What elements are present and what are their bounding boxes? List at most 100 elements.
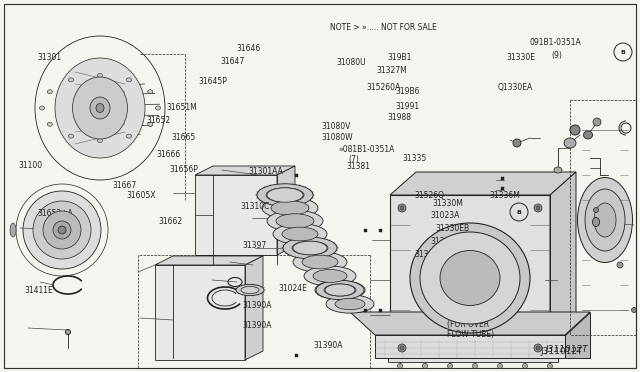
Polygon shape bbox=[195, 166, 295, 175]
Bar bbox=[378, 308, 381, 311]
Ellipse shape bbox=[440, 250, 500, 305]
Text: 31080V: 31080V bbox=[321, 122, 351, 131]
Text: 31301: 31301 bbox=[37, 53, 61, 62]
Ellipse shape bbox=[156, 106, 161, 110]
Ellipse shape bbox=[68, 134, 74, 138]
Text: J311012T: J311012T bbox=[541, 347, 583, 356]
Ellipse shape bbox=[398, 344, 406, 352]
Ellipse shape bbox=[617, 262, 623, 268]
Bar bbox=[294, 353, 298, 356]
Ellipse shape bbox=[564, 138, 576, 148]
Polygon shape bbox=[350, 312, 590, 335]
Text: (7): (7) bbox=[349, 155, 360, 164]
Polygon shape bbox=[245, 256, 263, 360]
Ellipse shape bbox=[53, 221, 71, 239]
Text: »081B1-0351A: »081B1-0351A bbox=[338, 145, 394, 154]
Ellipse shape bbox=[273, 224, 327, 244]
Ellipse shape bbox=[410, 223, 530, 333]
Text: 319B1: 319B1 bbox=[388, 53, 412, 62]
Ellipse shape bbox=[324, 284, 356, 296]
Text: (9): (9) bbox=[552, 51, 563, 60]
Bar bbox=[378, 228, 381, 231]
Polygon shape bbox=[582, 105, 628, 330]
Ellipse shape bbox=[513, 139, 521, 147]
Text: 31646: 31646 bbox=[237, 44, 261, 53]
Text: 31988: 31988 bbox=[388, 113, 412, 122]
Ellipse shape bbox=[302, 255, 338, 269]
Text: 31327M: 31327M bbox=[376, 66, 407, 75]
Polygon shape bbox=[550, 172, 576, 360]
Text: 31526Q: 31526Q bbox=[415, 191, 445, 200]
Ellipse shape bbox=[127, 78, 131, 82]
Bar bbox=[500, 186, 504, 189]
Text: 31305M: 31305M bbox=[430, 237, 461, 246]
Text: 31023A: 31023A bbox=[430, 211, 460, 219]
Ellipse shape bbox=[276, 214, 314, 228]
Ellipse shape bbox=[266, 188, 304, 202]
Text: 31335: 31335 bbox=[402, 154, 426, 163]
Ellipse shape bbox=[267, 188, 303, 202]
Bar bbox=[364, 308, 367, 311]
Ellipse shape bbox=[292, 241, 328, 255]
Text: 31310C: 31310C bbox=[240, 202, 269, 211]
Ellipse shape bbox=[257, 185, 313, 206]
Polygon shape bbox=[390, 172, 576, 195]
Ellipse shape bbox=[127, 134, 131, 138]
Text: 31390A: 31390A bbox=[242, 301, 271, 310]
Ellipse shape bbox=[68, 78, 74, 82]
Polygon shape bbox=[390, 195, 550, 360]
Text: 319B6: 319B6 bbox=[396, 87, 420, 96]
Ellipse shape bbox=[58, 226, 66, 234]
Text: 31394E: 31394E bbox=[453, 285, 482, 294]
Text: 31301AA: 31301AA bbox=[248, 167, 283, 176]
Ellipse shape bbox=[293, 252, 347, 272]
Ellipse shape bbox=[148, 122, 153, 126]
Ellipse shape bbox=[47, 90, 52, 94]
Text: 31390: 31390 bbox=[472, 296, 497, 305]
Ellipse shape bbox=[447, 363, 452, 369]
Ellipse shape bbox=[10, 223, 16, 237]
Text: 31656P: 31656P bbox=[170, 165, 198, 174]
Ellipse shape bbox=[570, 125, 580, 135]
Text: B: B bbox=[621, 49, 625, 55]
Ellipse shape bbox=[293, 241, 327, 255]
Ellipse shape bbox=[547, 363, 552, 369]
Text: 31024E: 31024E bbox=[278, 284, 307, 293]
Ellipse shape bbox=[325, 284, 355, 296]
Ellipse shape bbox=[400, 206, 404, 210]
Ellipse shape bbox=[97, 74, 102, 77]
Text: 31390A: 31390A bbox=[242, 321, 271, 330]
Ellipse shape bbox=[420, 232, 520, 324]
Ellipse shape bbox=[241, 286, 259, 294]
Text: 31336M: 31336M bbox=[490, 191, 520, 200]
Polygon shape bbox=[155, 256, 263, 265]
Ellipse shape bbox=[472, 363, 477, 369]
Text: 31080W: 31080W bbox=[321, 133, 353, 142]
Text: 31330M: 31330M bbox=[432, 199, 463, 208]
Text: 31652: 31652 bbox=[146, 116, 170, 125]
Text: 31991: 31991 bbox=[396, 102, 420, 110]
Text: 31652+A: 31652+A bbox=[37, 209, 73, 218]
Ellipse shape bbox=[335, 298, 365, 310]
Ellipse shape bbox=[497, 363, 502, 369]
Polygon shape bbox=[195, 175, 277, 255]
Ellipse shape bbox=[72, 77, 127, 139]
Text: 31330E: 31330E bbox=[507, 53, 536, 62]
Ellipse shape bbox=[283, 237, 337, 259]
Polygon shape bbox=[375, 335, 565, 358]
Ellipse shape bbox=[593, 218, 600, 227]
Ellipse shape bbox=[33, 201, 91, 259]
Text: Q1330EA: Q1330EA bbox=[498, 83, 533, 92]
Ellipse shape bbox=[313, 270, 347, 282]
Ellipse shape bbox=[282, 227, 318, 241]
Text: 315260A: 315260A bbox=[366, 83, 401, 92]
Ellipse shape bbox=[534, 204, 542, 212]
Ellipse shape bbox=[577, 177, 632, 263]
Text: 31100: 31100 bbox=[18, 161, 42, 170]
Ellipse shape bbox=[65, 330, 70, 334]
Ellipse shape bbox=[594, 203, 616, 237]
Ellipse shape bbox=[97, 138, 102, 142]
Ellipse shape bbox=[55, 58, 145, 158]
Ellipse shape bbox=[90, 97, 110, 119]
Ellipse shape bbox=[632, 308, 637, 312]
